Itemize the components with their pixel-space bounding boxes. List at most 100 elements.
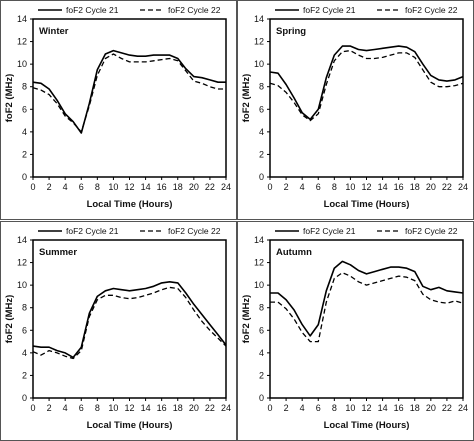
x-tick-label: 10 (108, 403, 118, 413)
x-tick-label: 16 (394, 403, 404, 413)
season-label: Winter (39, 26, 69, 37)
panel-frame (0, 0, 237, 220)
y-tick-label: 2 (259, 370, 264, 380)
x-tick-label: 22 (205, 182, 215, 192)
panel-frame (237, 0, 474, 220)
x-tick-label: 2 (284, 182, 289, 192)
x-tick-label: 0 (267, 403, 272, 413)
x-tick-label: 24 (458, 182, 468, 192)
x-tick-label: 0 (267, 182, 272, 192)
y-tick-label: 0 (259, 172, 264, 182)
y-tick-label: 8 (22, 82, 27, 92)
x-tick-label: 12 (124, 182, 134, 192)
x-tick-label: 20 (189, 403, 199, 413)
x-tick-label: 4 (300, 182, 305, 192)
x-tick-label: 24 (221, 403, 231, 413)
y-tick-label: 14 (254, 14, 264, 24)
series-line-cycle-21 (269, 45, 464, 121)
y-tick-label: 12 (17, 37, 27, 47)
x-tick-label: 4 (63, 182, 68, 192)
x-tick-label: 16 (157, 182, 167, 192)
plot-frame (32, 18, 227, 178)
y-axis-label: foF2 (MHz) (241, 74, 252, 123)
series-line-cycle-22 (269, 49, 464, 122)
x-tick-label: 0 (30, 182, 35, 192)
x-tick-label: 22 (442, 403, 452, 413)
x-tick-label: 16 (394, 182, 404, 192)
x-tick-label: 12 (361, 403, 371, 413)
chart-panel-summer: 0 2 4 6 8 10 12 14 0 2 4 6 8 10 12 14 16 18 20 22 24 Local Ti… (0, 221, 237, 441)
plot-frame (32, 239, 227, 399)
x-tick-label: 20 (426, 403, 436, 413)
x-tick-label: 24 (221, 182, 231, 192)
y-tick-label: 0 (22, 172, 27, 182)
plot-frame (269, 18, 464, 178)
y-axis-label: foF2 (MHz) (4, 74, 15, 123)
x-tick-label: 2 (47, 403, 52, 413)
y-tick-label: 8 (22, 303, 27, 313)
x-axis-label: Local Time (Hours) (87, 199, 173, 210)
y-tick-label: 14 (17, 235, 27, 245)
legend-label: foF2 Cycle 22 (168, 5, 221, 15)
legend-label: foF2 Cycle 22 (405, 5, 458, 15)
chart-panel-spring: 0 2 4 6 8 10 12 14 0 2 4 6 8 10 12 14 16 18 20 22 24 Local Ti… (237, 0, 474, 220)
y-tick-label: 12 (17, 258, 27, 268)
y-tick-label: 6 (259, 325, 264, 335)
x-tick-label: 2 (284, 403, 289, 413)
x-tick-label: 4 (63, 403, 68, 413)
x-tick-label: 16 (157, 403, 167, 413)
x-tick-label: 10 (108, 182, 118, 192)
x-tick-label: 6 (79, 403, 84, 413)
x-axis-label: Local Time (Hours) (87, 420, 173, 431)
x-tick-label: 22 (205, 403, 215, 413)
chart-panel-winter: 0 2 4 6 8 10 12 14 0 2 4 6 8 10 12 14 16 18 20 22 24 Local Ti… (0, 0, 237, 220)
x-tick-label: 22 (442, 182, 452, 192)
series-line-cycle-21 (32, 280, 227, 359)
y-tick-label: 14 (17, 14, 27, 24)
x-tick-label: 10 (345, 182, 355, 192)
x-tick-label: 8 (332, 182, 337, 192)
x-tick-label: 8 (332, 403, 337, 413)
season-label: Autumn (276, 247, 312, 258)
x-tick-label: 18 (173, 403, 183, 413)
x-tick-label: 18 (173, 182, 183, 192)
y-tick-label: 6 (22, 325, 27, 335)
y-tick-label: 8 (259, 303, 264, 313)
x-tick-label: 20 (189, 182, 199, 192)
x-tick-label: 6 (79, 182, 84, 192)
panel-frame (237, 221, 474, 441)
legend-label: foF2 Cycle 21 (303, 5, 356, 15)
series-line-cycle-22 (270, 272, 464, 343)
legend-label: foF2 Cycle 21 (66, 5, 119, 15)
x-tick-label: 24 (458, 403, 468, 413)
series-line-cycle-22 (32, 53, 226, 133)
y-tick-label: 14 (254, 235, 264, 245)
y-axis-label: foF2 (MHz) (4, 295, 15, 344)
chart-panel-autumn: 0 2 4 6 8 10 12 14 0 2 4 6 8 10 12 14 16 18 20 22 24 Local Ti… (237, 221, 474, 441)
y-tick-label: 10 (254, 280, 264, 290)
x-tick-label: 12 (124, 403, 134, 413)
y-tick-label: 2 (22, 370, 27, 380)
season-label: Summer (39, 247, 77, 258)
x-tick-label: 6 (316, 182, 321, 192)
x-tick-label: 8 (95, 182, 100, 192)
y-tick-label: 4 (259, 348, 264, 358)
y-tick-label: 6 (259, 104, 264, 114)
x-tick-label: 18 (410, 182, 420, 192)
series-line-cycle-21 (32, 49, 226, 134)
y-tick-label: 12 (254, 37, 264, 47)
season-label: Spring (276, 26, 306, 37)
x-axis-label: Local Time (Hours) (324, 420, 410, 431)
x-tick-label: 2 (47, 182, 52, 192)
x-axis-label: Local Time (Hours) (324, 199, 410, 210)
x-tick-label: 14 (141, 403, 151, 413)
y-tick-label: 0 (259, 393, 264, 403)
y-tick-label: 10 (17, 280, 27, 290)
legend-label: foF2 Cycle 22 (168, 226, 221, 236)
y-tick-label: 2 (22, 149, 27, 159)
x-tick-label: 10 (345, 403, 355, 413)
y-tick-label: 6 (22, 104, 27, 114)
